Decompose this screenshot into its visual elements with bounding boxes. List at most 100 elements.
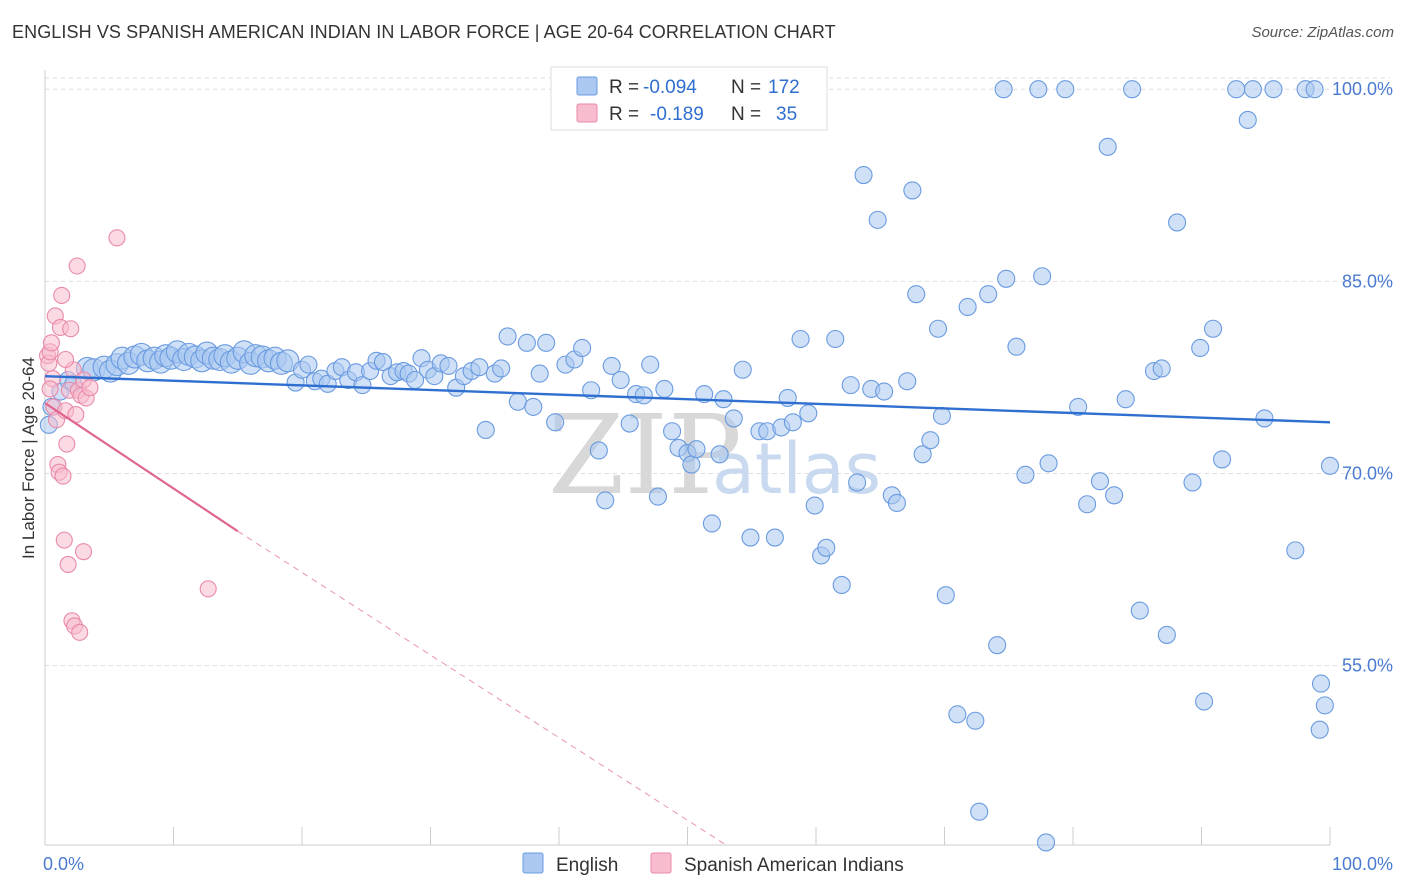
english-point — [854, 165, 873, 185]
spanish-point — [75, 543, 93, 561]
spanish-point — [42, 334, 60, 352]
english-point — [1152, 359, 1171, 378]
bottom-legend-label-english: English — [556, 855, 618, 876]
y-tick-label: 85.0% — [1342, 271, 1393, 291]
english-point — [1264, 80, 1283, 99]
english-point — [687, 440, 706, 459]
english-point — [979, 285, 998, 304]
english-point — [832, 575, 851, 595]
y-tick-label: 55.0% — [1342, 656, 1393, 676]
english-point — [1016, 465, 1035, 484]
english-point — [921, 431, 940, 450]
english-point — [546, 413, 565, 432]
english-point — [682, 455, 701, 474]
legend-n-label-spanish: N = — [731, 104, 761, 125]
english-point — [373, 353, 393, 372]
bottom-legend-label-spanish: Spanish American Indians — [684, 855, 904, 876]
english-point — [1033, 267, 1052, 286]
english-point — [826, 329, 845, 349]
english-point — [1123, 80, 1142, 99]
english-point — [602, 356, 621, 375]
english-point — [299, 355, 318, 374]
english-point — [733, 360, 752, 379]
english-point — [1305, 80, 1324, 99]
english-point — [1320, 456, 1340, 475]
english-point — [589, 441, 608, 460]
english-point — [1116, 390, 1135, 409]
english-point — [817, 538, 836, 557]
chart-title: ENGLISH VS SPANISH AMERICAN INDIAN IN LA… — [12, 22, 836, 42]
english-point — [492, 359, 511, 378]
spanish-point — [58, 435, 76, 453]
legend-n-label-english: N = — [731, 77, 761, 98]
spanish-point — [59, 555, 77, 574]
english-point — [1105, 486, 1124, 505]
english-point — [932, 406, 951, 425]
english-point — [805, 496, 824, 515]
legend-swatch-spanish — [576, 103, 598, 123]
english-point — [1078, 495, 1097, 514]
legend-r-label-spanish: R = — [609, 104, 639, 125]
x-tick-label: 100.0% — [1332, 854, 1393, 874]
english-point — [648, 487, 667, 506]
english-point — [596, 491, 615, 510]
english-point — [1315, 696, 1334, 715]
english-point — [530, 364, 549, 383]
english-point — [765, 528, 784, 547]
spanish-point — [55, 531, 73, 549]
english-point — [1130, 601, 1149, 620]
axis-layer: 55.0% 70.0% 85.0% 100.0% 0.0% 100.0% — [43, 70, 1393, 874]
english-point — [1183, 473, 1202, 492]
english-point — [517, 333, 536, 352]
english-point — [1039, 454, 1058, 473]
english-point — [907, 285, 926, 304]
english-point — [783, 413, 802, 432]
spanish-point — [53, 286, 71, 305]
spanish-point — [71, 623, 89, 641]
legend-r-label-english: R = — [609, 77, 639, 98]
english-point — [875, 382, 894, 401]
english-point — [741, 528, 760, 547]
top-legend: R = -0.094 N = 172 R = -0.189 N = 35 — [550, 66, 828, 131]
english-point — [655, 379, 674, 399]
english-point — [1069, 397, 1088, 416]
english-point — [1195, 692, 1214, 711]
legend-r-value-english: -0.094 — [643, 77, 697, 98]
spanish-trend-line — [44, 402, 239, 533]
bottom-legend: English Spanish American Indians — [522, 852, 904, 876]
english-point — [470, 358, 489, 377]
english-point — [848, 473, 867, 492]
english-point — [439, 356, 458, 375]
english-point — [997, 269, 1016, 288]
english-point — [476, 420, 495, 440]
english-point — [1157, 625, 1176, 644]
spanish-point — [62, 320, 80, 338]
english-point — [620, 414, 639, 433]
english-point — [966, 711, 985, 730]
english-trend-line — [44, 374, 1331, 424]
english-point — [988, 636, 1007, 655]
chart-source: Source: ZipAtlas.com — [1251, 24, 1394, 41]
english-point — [1255, 409, 1274, 428]
english-point — [903, 181, 922, 200]
english-point — [1029, 80, 1048, 99]
spanish-point — [57, 350, 75, 369]
english-point — [276, 349, 300, 373]
english-point — [1191, 338, 1210, 358]
english-point — [1238, 110, 1257, 130]
english-point — [710, 445, 729, 464]
trend-layer — [44, 374, 1331, 846]
watermark-atlas: atlas — [712, 428, 881, 510]
english-point — [1311, 674, 1331, 693]
english-point — [948, 705, 967, 724]
watermark: ZIP atlas — [548, 391, 881, 519]
english-point — [887, 493, 907, 513]
legend-n-value-english: 172 — [768, 77, 800, 98]
english-point — [508, 392, 527, 411]
y-tick-label: 100.0% — [1332, 79, 1393, 99]
english-point — [958, 297, 977, 317]
english-point — [841, 376, 860, 395]
english-point — [936, 586, 955, 605]
english-point — [1213, 450, 1232, 469]
